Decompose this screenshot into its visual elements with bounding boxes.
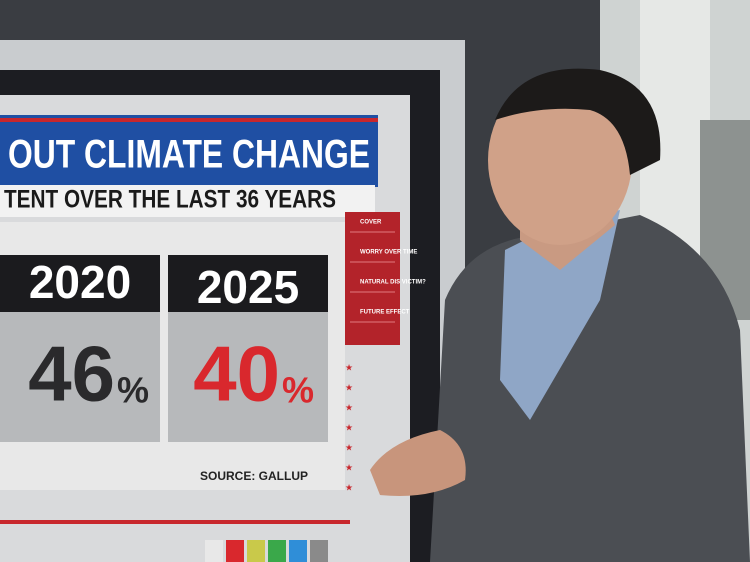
menu-sidebar: [345, 212, 400, 345]
source: SOURCE: GALLUP: [200, 469, 308, 483]
hair: [495, 68, 661, 175]
year-label: 2025: [197, 261, 299, 313]
menu-item: WORRY OVER TIME: [360, 250, 417, 256]
value-box: [168, 312, 328, 442]
star: ★: [345, 362, 353, 372]
star: ★: [345, 402, 353, 412]
hands: [370, 430, 466, 496]
year-label: 2020: [29, 256, 131, 308]
headline-banner: [0, 115, 378, 187]
value: 46: [28, 330, 115, 418]
headline: OUT CLIMATE CHANGE: [8, 133, 370, 177]
star: ★: [345, 462, 353, 472]
value: 40: [193, 330, 280, 418]
subhead-band: [0, 185, 375, 217]
chip: [247, 540, 265, 562]
value-unit: %: [117, 370, 149, 411]
face: [488, 75, 632, 245]
year-box: [168, 255, 328, 312]
year-box: [0, 255, 160, 312]
banner-stripe: [0, 118, 378, 122]
chip: [310, 540, 328, 562]
value-unit: %: [282, 370, 314, 411]
star: ★: [345, 482, 353, 492]
menu-item: NATURAL DIS VICTIM?: [360, 280, 426, 286]
shirt: [500, 210, 620, 420]
chip: [205, 540, 223, 562]
chip: [289, 540, 307, 562]
value-box: [0, 312, 160, 442]
star: ★: [345, 442, 353, 452]
menu-item: FUTURE EFFECT: [360, 310, 410, 316]
chip: [226, 540, 244, 562]
menu-item: COVER: [360, 220, 382, 226]
subhead: TENT OVER THE LAST 36 YEARS: [4, 186, 336, 214]
star: ★: [345, 382, 353, 392]
chip: [268, 540, 286, 562]
star: ★: [345, 422, 353, 432]
panel-stripe: [0, 520, 350, 524]
menu: COVER WORRY OVER TIME NATURAL DIS VICTIM? F…: [345, 220, 426, 493]
